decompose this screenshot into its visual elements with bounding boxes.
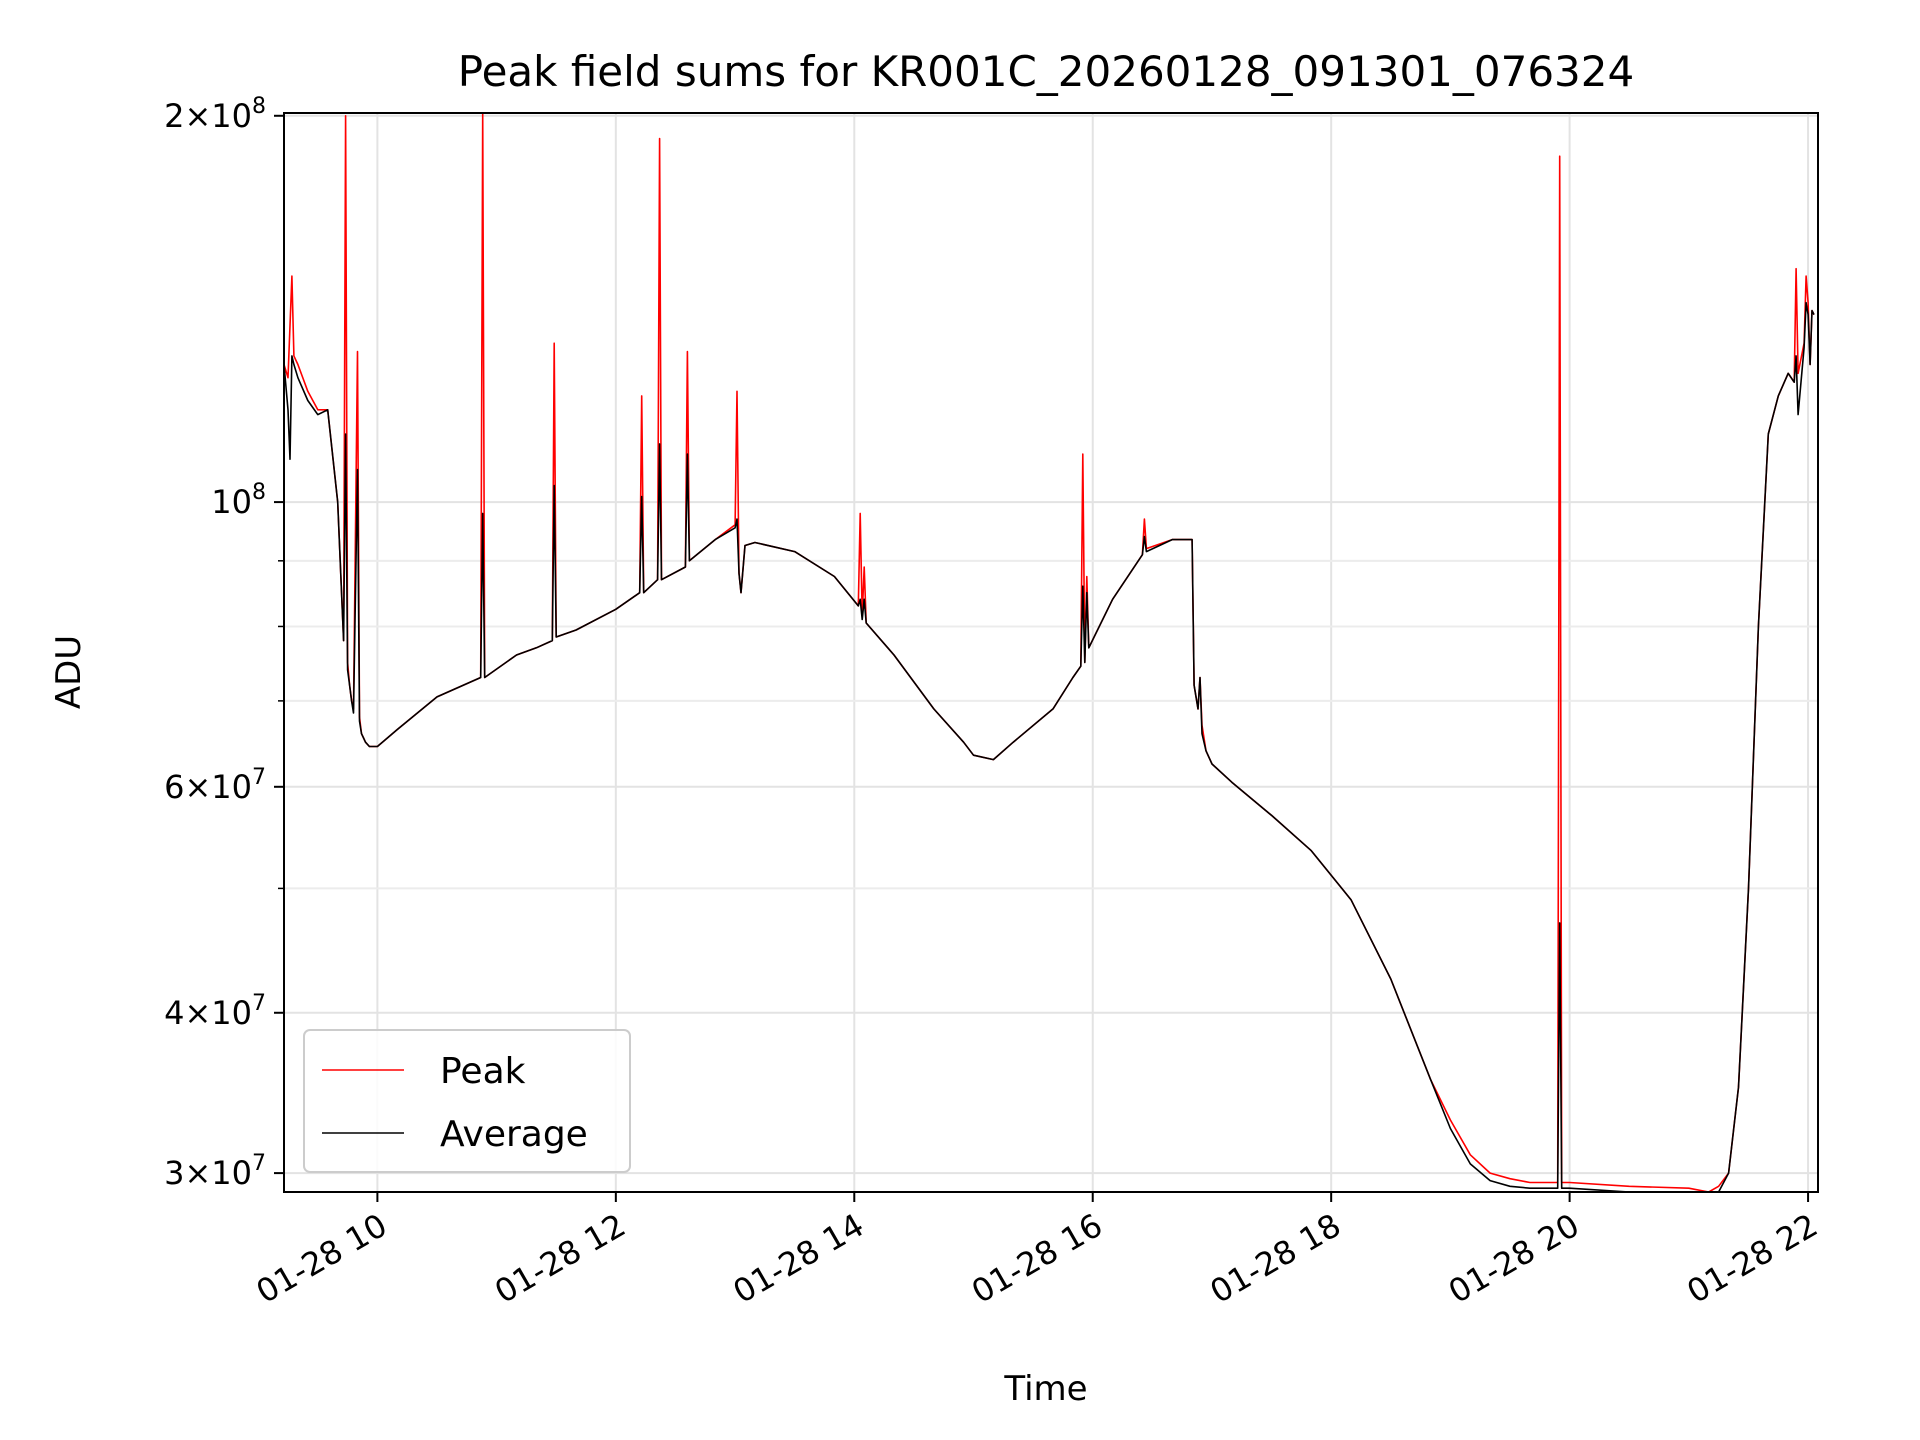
y-tick-base: 10 [211,483,252,521]
legend-label: Average [440,1114,588,1155]
y-tick-mantissa: 2 [164,97,184,135]
y-tick-mantissa: 3 [164,1154,184,1192]
y-tick-exponent: 7 [252,1151,266,1176]
y-tick-times: ×10 [184,768,252,806]
y-tick-label: 4×107 [164,991,266,1032]
series-line-average [284,301,1815,1192]
y-tick-exponent: 8 [252,94,266,119]
legend: Peak Average [303,1029,631,1173]
y-tick-exponent: 7 [252,991,266,1016]
chart-title: Peak field sums for KR001C_20260128_0913… [458,47,1634,96]
y-tick-times: ×10 [184,1154,252,1192]
y-tick-mantissa: 4 [164,994,184,1032]
y-tick-times: ×10 [184,994,252,1032]
x-axis-title: Time [1003,1369,1087,1409]
y-tick-exponent: 8 [252,480,266,505]
grid-lines [284,113,1818,1192]
y-tick-times: ×10 [184,97,252,135]
plot-frame [283,112,1819,1193]
y-tick-label: 6×107 [164,765,266,806]
y-tick-label: 108 [211,480,266,521]
plot-area [284,113,1815,1192]
y-tick-mantissa: 6 [164,768,184,806]
y-axis-title: ADU [49,635,89,709]
legend-box [303,1029,631,1173]
y-tick-label: 3×107 [164,1151,266,1192]
y-tick-label: 2×108 [164,94,266,135]
y-tick-exponent: 7 [252,765,266,790]
legend-label: Peak [440,1051,526,1092]
